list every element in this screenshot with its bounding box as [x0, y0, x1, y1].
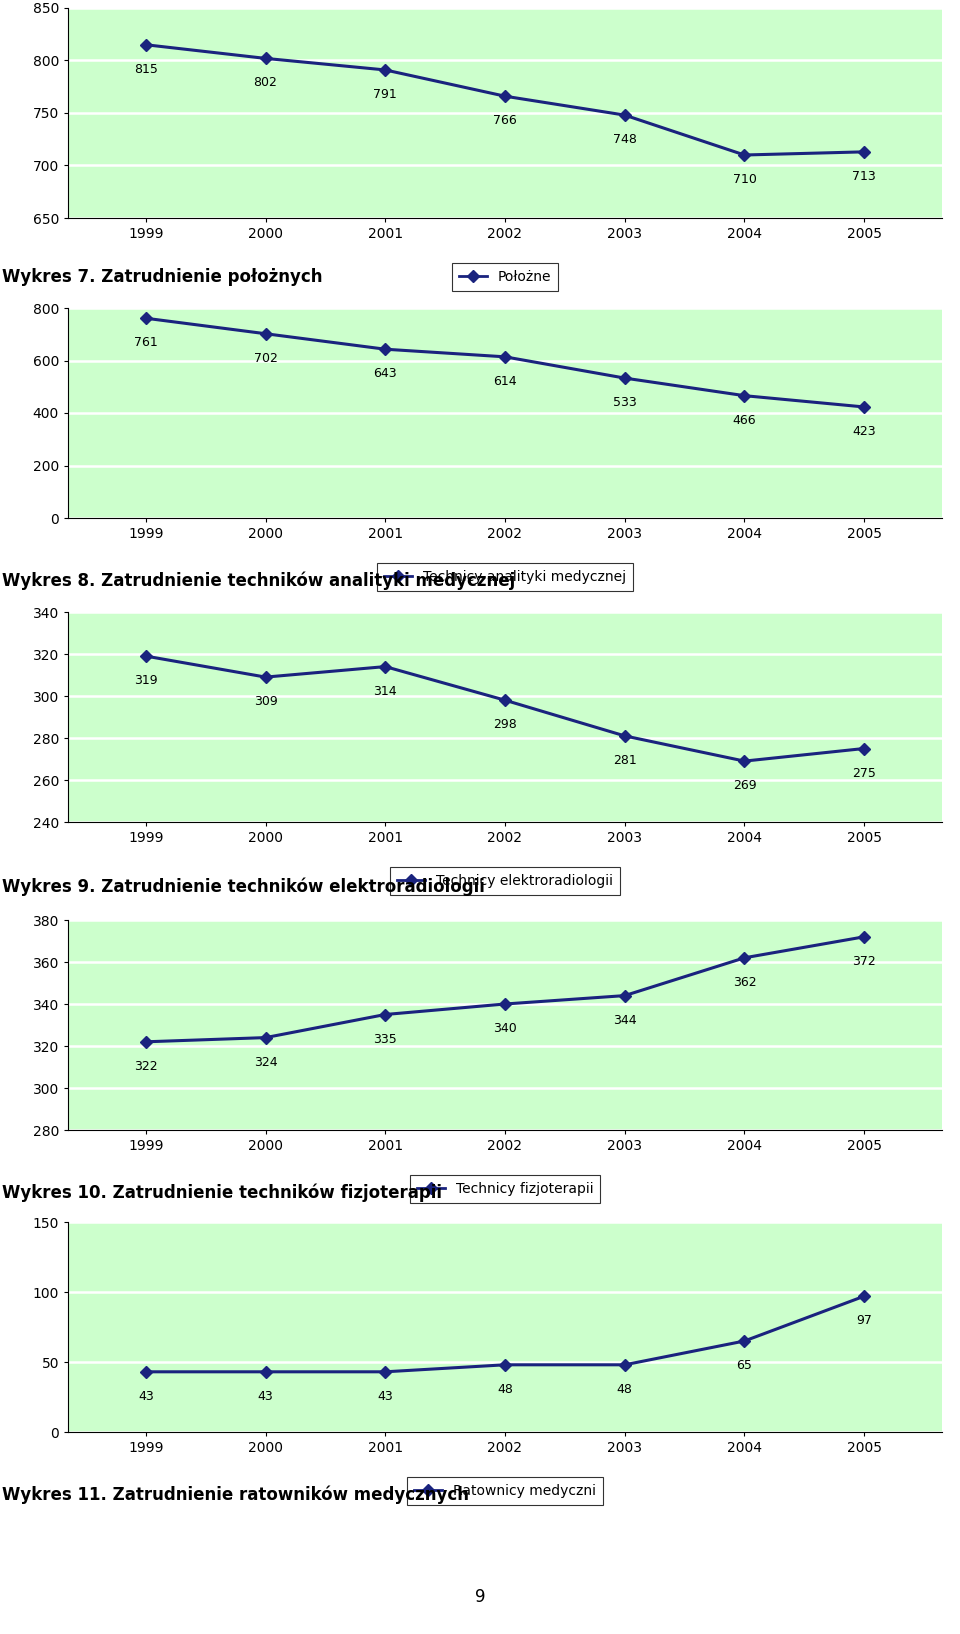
Text: 309: 309: [253, 694, 277, 708]
Text: 314: 314: [373, 685, 397, 698]
Text: 423: 423: [852, 425, 876, 438]
Text: 815: 815: [133, 62, 157, 75]
Text: Wykres 10. Zatrudnienie techników fizjoterapii: Wykres 10. Zatrudnienie techników fizjot…: [2, 1183, 442, 1201]
Legend: Technicy analityki medycznej: Technicy analityki medycznej: [377, 564, 633, 592]
Text: 298: 298: [493, 719, 516, 732]
Text: 466: 466: [732, 413, 756, 426]
Text: 802: 802: [253, 77, 277, 90]
Text: 766: 766: [493, 114, 516, 127]
Text: 65: 65: [736, 1359, 753, 1373]
Text: 335: 335: [373, 1033, 397, 1046]
Legend: Technicy fizjoterapii: Technicy fizjoterapii: [410, 1175, 600, 1203]
Text: Wykres 7. Zatrudnienie położnych: Wykres 7. Zatrudnienie położnych: [2, 268, 323, 286]
Text: 281: 281: [612, 753, 636, 766]
Text: 275: 275: [852, 766, 876, 779]
Text: Wykres 8. Zatrudnienie techników analityki medycznej: Wykres 8. Zatrudnienie techników anality…: [2, 572, 516, 590]
Text: 43: 43: [257, 1391, 274, 1404]
Text: Wykres 11. Zatrudnienie ratowników medycznych: Wykres 11. Zatrudnienie ratowników medyc…: [2, 1485, 469, 1503]
Text: 344: 344: [612, 1013, 636, 1026]
Text: 269: 269: [732, 779, 756, 792]
Text: 761: 761: [134, 337, 157, 350]
Text: 319: 319: [134, 675, 157, 688]
Legend: Technicy elektroradiologii: Technicy elektroradiologii: [390, 868, 620, 895]
Text: 702: 702: [253, 351, 277, 364]
Text: 748: 748: [612, 132, 636, 145]
Legend: Ratownicy medyczni: Ratownicy medyczni: [407, 1477, 603, 1505]
Text: 791: 791: [373, 88, 397, 101]
Text: 533: 533: [612, 395, 636, 408]
Text: 48: 48: [616, 1382, 633, 1395]
Text: 713: 713: [852, 170, 876, 183]
Text: 97: 97: [856, 1314, 872, 1327]
Text: 43: 43: [377, 1391, 394, 1404]
Text: 362: 362: [732, 975, 756, 989]
Text: 43: 43: [138, 1391, 154, 1404]
Text: 372: 372: [852, 954, 876, 967]
Text: 340: 340: [493, 1021, 516, 1034]
Legend: Położne: Położne: [452, 263, 558, 291]
Text: 324: 324: [253, 1056, 277, 1069]
Text: 322: 322: [134, 1060, 157, 1074]
Text: 710: 710: [732, 173, 756, 186]
Text: 9: 9: [475, 1588, 485, 1606]
Text: 643: 643: [373, 368, 397, 381]
Text: 48: 48: [497, 1382, 513, 1395]
Text: 614: 614: [493, 374, 516, 387]
Text: Wykres 9. Zatrudnienie techników elektroradiologii: Wykres 9. Zatrudnienie techników elektro…: [2, 877, 485, 897]
